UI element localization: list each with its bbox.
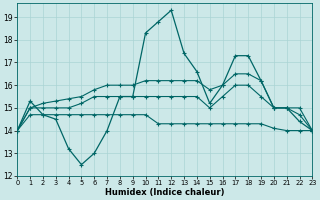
X-axis label: Humidex (Indice chaleur): Humidex (Indice chaleur) — [105, 188, 225, 197]
